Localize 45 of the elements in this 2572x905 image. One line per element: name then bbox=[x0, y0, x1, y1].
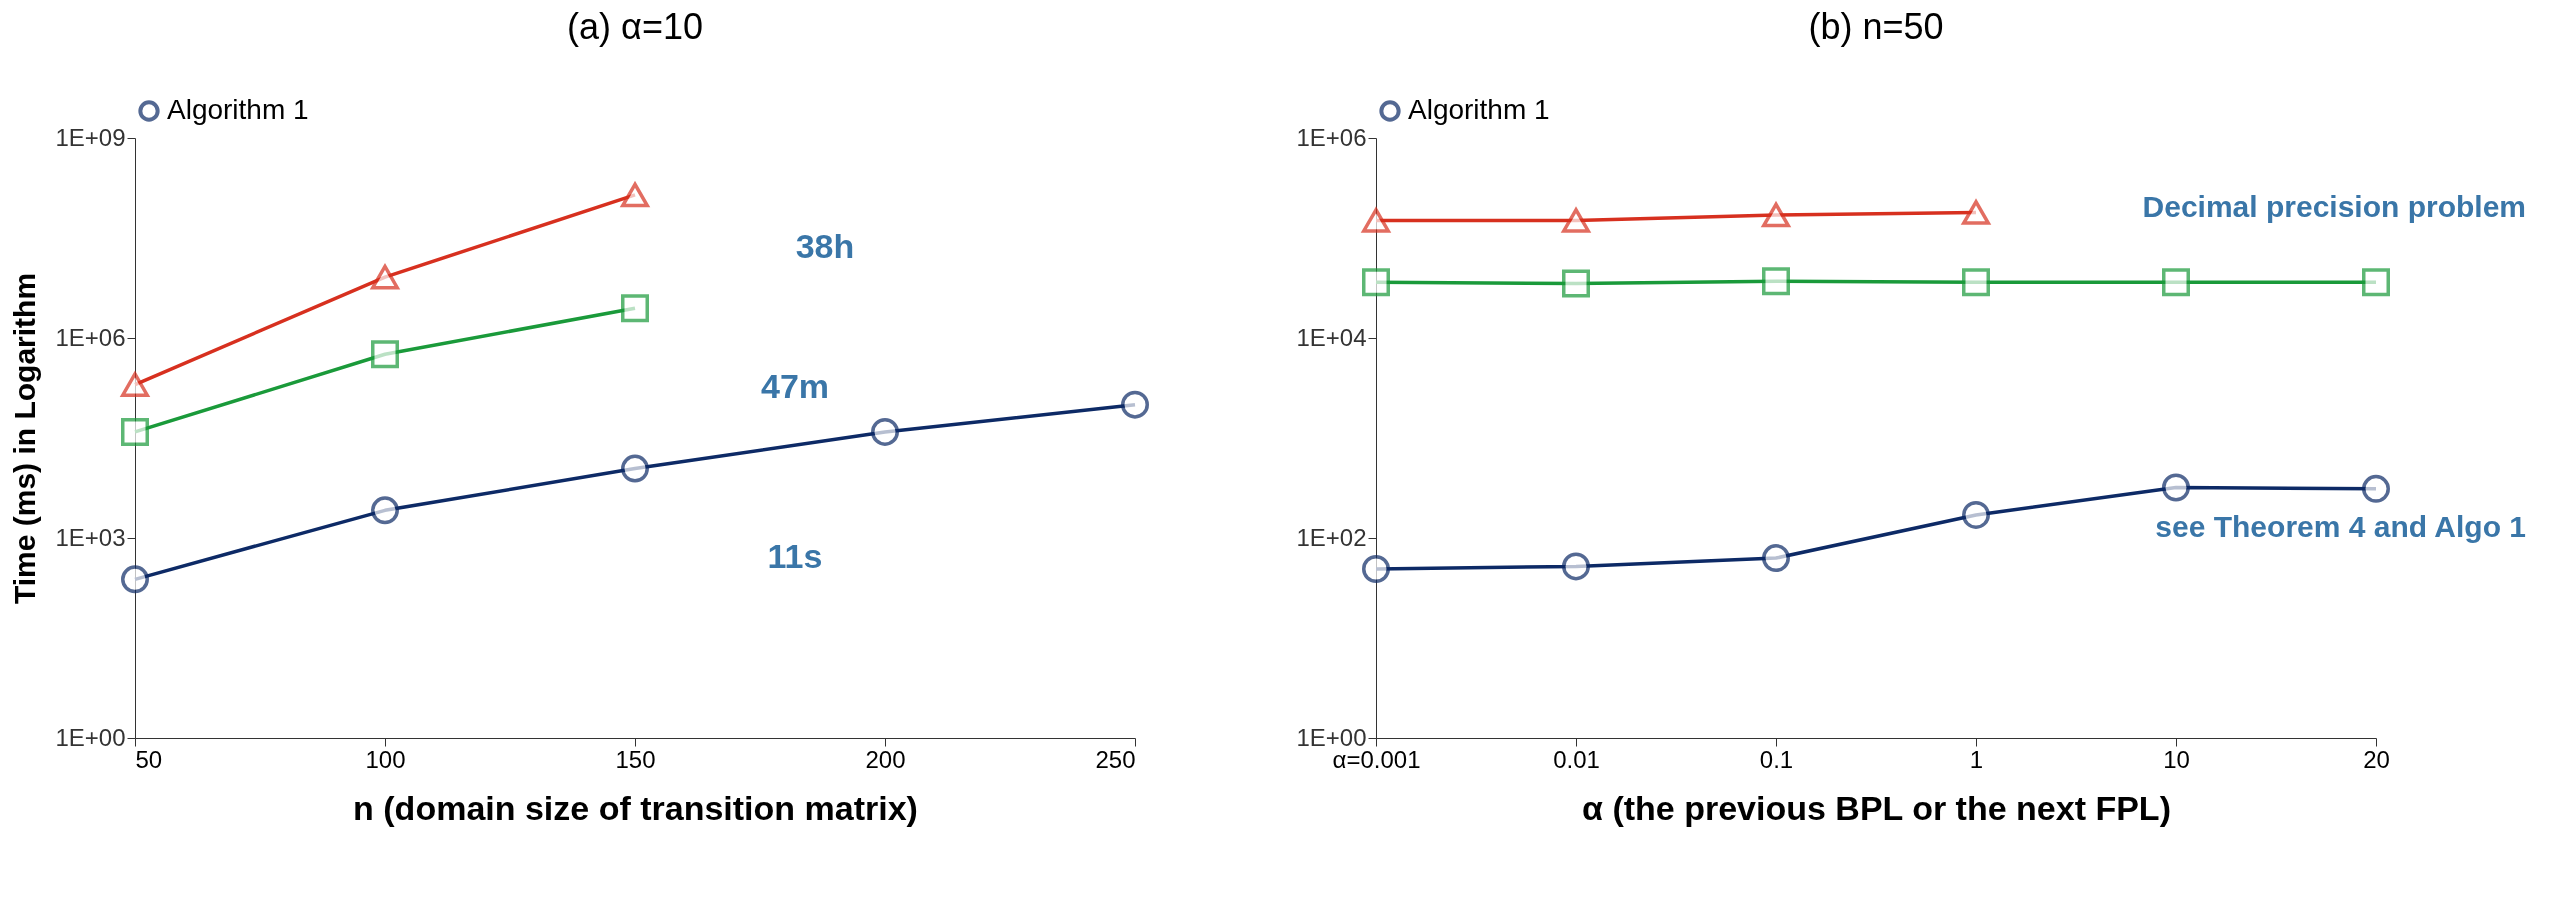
x-tick-label: 20 bbox=[2363, 745, 2390, 773]
point bbox=[2162, 268, 2190, 297]
x-tick-label: 50 bbox=[135, 745, 163, 773]
x-tick-label: 100 bbox=[365, 745, 406, 773]
chart-title: (a) α=10 bbox=[567, 6, 703, 47]
x-axis-title: n (domain size of transition matrix) bbox=[353, 788, 918, 827]
point bbox=[1562, 269, 1590, 298]
x-tick-label: 0.1 bbox=[1759, 745, 1794, 773]
y-tick-label: 1E+06 bbox=[1296, 123, 1367, 151]
point bbox=[1962, 500, 1990, 529]
point bbox=[2362, 474, 2390, 503]
x-tick-label: 250 bbox=[1095, 745, 1136, 773]
y-tick-label: 1E+06 bbox=[55, 323, 126, 351]
annotation: see Theorem 4 and Algo 1 bbox=[2155, 510, 2526, 543]
annotation: Decimal precision problem bbox=[2142, 190, 2526, 223]
point bbox=[1362, 208, 1390, 233]
annotation: 38h bbox=[795, 227, 855, 265]
y-tick-label: 1E+02 bbox=[1296, 523, 1367, 551]
x-tick-label: 0.01 bbox=[1553, 745, 1600, 773]
point bbox=[1362, 268, 1390, 297]
y-tick-label: 1E+09 bbox=[55, 123, 126, 151]
legend-label: Algorithm 1 bbox=[167, 94, 309, 125]
legend-label: Algorithm 1 bbox=[1408, 94, 1550, 125]
point bbox=[1762, 544, 1790, 573]
y-tick-label: 1E+04 bbox=[1296, 323, 1367, 351]
point bbox=[1362, 555, 1390, 583]
x-tick-label: 10 bbox=[2163, 745, 2190, 773]
point bbox=[2162, 473, 2190, 502]
annotation: 47m bbox=[760, 367, 830, 405]
y-tick-label: 1E+00 bbox=[55, 723, 126, 751]
point bbox=[1562, 208, 1590, 233]
point bbox=[1962, 200, 1990, 225]
point bbox=[1962, 268, 1990, 297]
point bbox=[1562, 552, 1590, 581]
annotation: 11s bbox=[767, 537, 823, 575]
point bbox=[1762, 202, 1790, 228]
x-axis-title: α (the previous BPL or the next FPL) bbox=[1582, 788, 2171, 827]
x-tick-label: 1 bbox=[1969, 745, 1984, 773]
point bbox=[1762, 267, 1790, 296]
y-tick-label: 1E+03 bbox=[55, 523, 126, 551]
y-axis-title: Time (ms) in Logarithm bbox=[8, 272, 42, 605]
x-tick-label: 150 bbox=[615, 745, 656, 773]
point bbox=[2362, 268, 2390, 297]
chart-title: (b) n=50 bbox=[1808, 6, 1944, 47]
x-tick-label: 200 bbox=[865, 745, 906, 773]
